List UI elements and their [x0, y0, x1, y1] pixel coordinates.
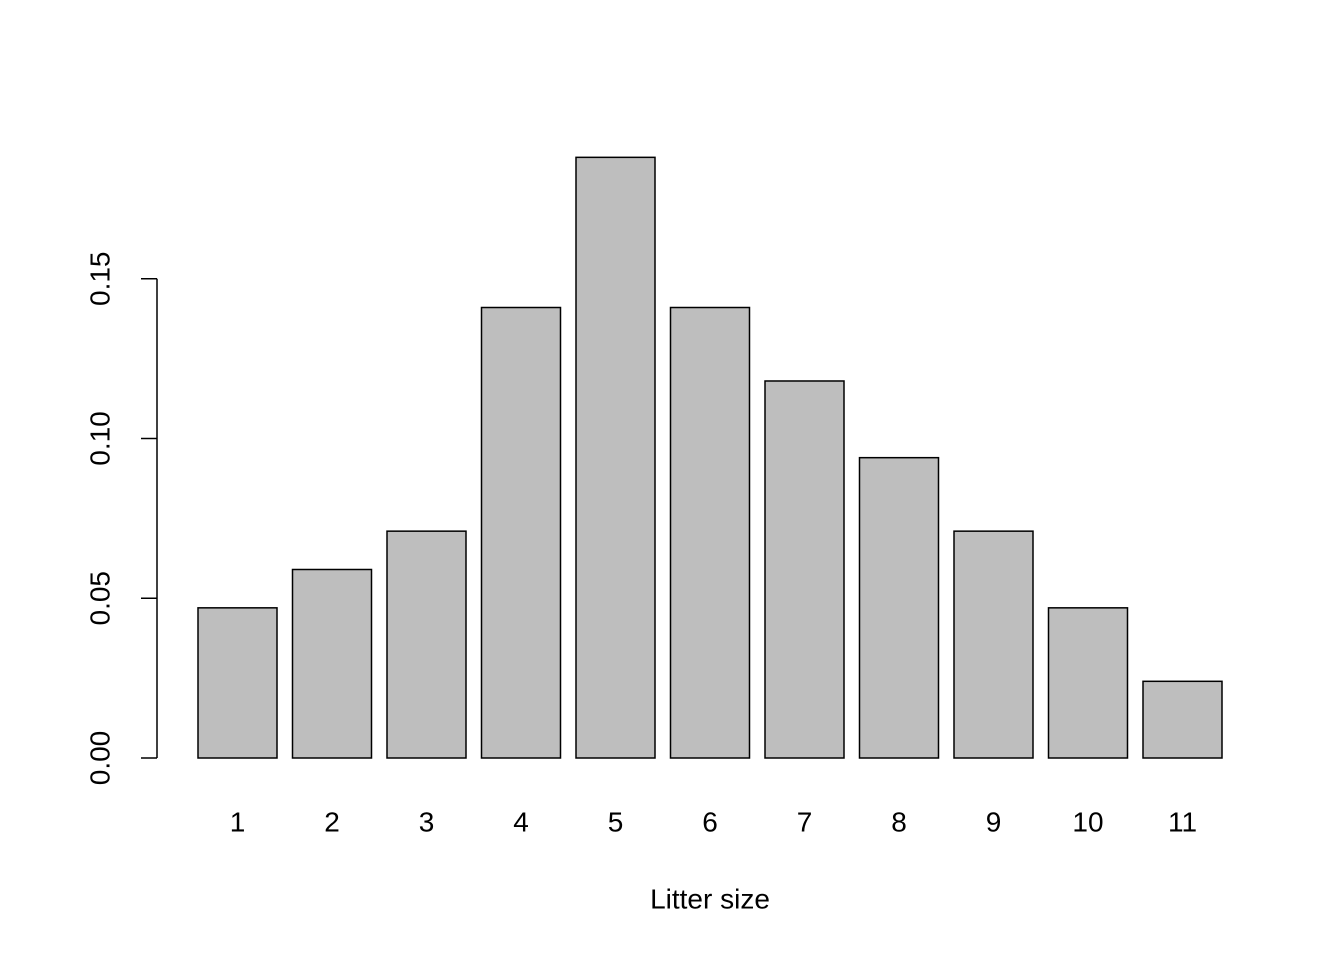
bar [197, 607, 278, 759]
bar [953, 530, 1034, 759]
bar [764, 380, 845, 759]
bar [669, 306, 751, 759]
x-tick-label: 1 [230, 806, 246, 837]
bar [1142, 680, 1223, 759]
x-tick-label: 11 [1168, 806, 1197, 837]
bar [575, 156, 656, 759]
bar [858, 456, 940, 759]
x-tick-label: 8 [891, 806, 907, 837]
x-tick-label: 4 [513, 806, 529, 837]
x-tick-label: 6 [702, 806, 718, 837]
bar [480, 306, 562, 759]
y-tick-label: 0.10 [84, 411, 115, 466]
y-tick-label: 0.00 [84, 731, 115, 786]
x-axis-label: Litter size [650, 883, 770, 914]
x-tick-label: 3 [419, 806, 435, 837]
x-tick-label: 5 [608, 806, 624, 837]
x-tick-label: 10 [1072, 806, 1103, 837]
x-tick-label: 9 [986, 806, 1002, 837]
bar [291, 568, 373, 759]
bar [1047, 607, 1129, 759]
bar [386, 530, 467, 759]
y-tick-label: 0.05 [84, 571, 115, 626]
x-tick-label: 7 [797, 806, 813, 837]
x-tick-label: 2 [324, 806, 340, 837]
y-tick-label: 0.15 [84, 252, 115, 307]
